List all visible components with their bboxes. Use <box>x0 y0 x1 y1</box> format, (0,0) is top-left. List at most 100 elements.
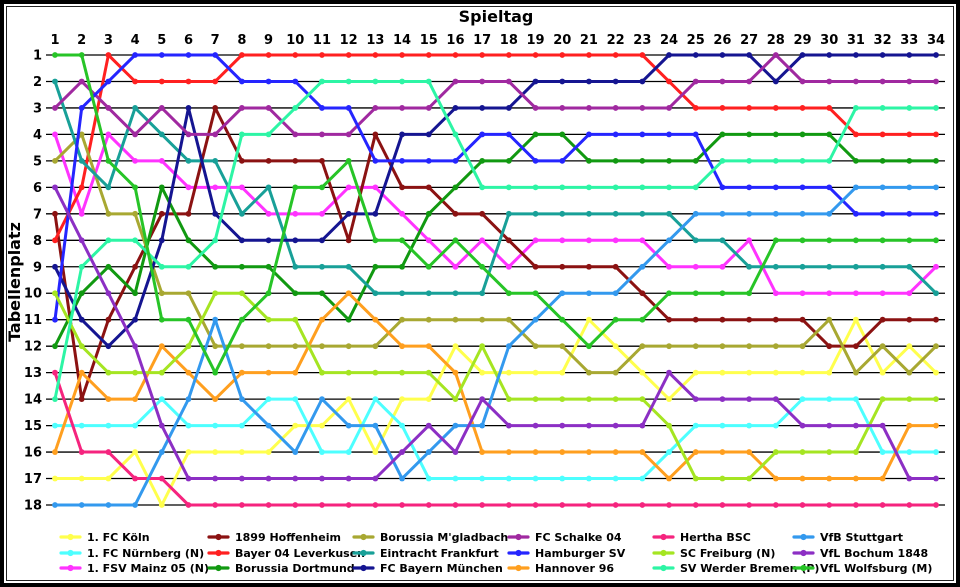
x-tick-label: 4 <box>131 33 140 48</box>
x-tick-label: 11 <box>313 33 331 48</box>
legend-item: FC Bayern München <box>352 562 503 575</box>
x-tick-label: 12 <box>340 33 358 48</box>
series-line <box>52 52 939 350</box>
series-line <box>52 52 939 323</box>
legend-item: Borussia M'gladbach <box>352 531 508 544</box>
legend-item: 1. FC Köln <box>59 531 150 544</box>
series-lines <box>52 52 939 508</box>
x-tick-label: 26 <box>713 33 731 48</box>
legend-item: Eintracht Frankfurt <box>352 547 499 560</box>
legend-item: VfL Bochum 1848 <box>792 547 928 560</box>
y-tick-label: 15 <box>24 419 42 434</box>
x-tick-label: 22 <box>607 33 625 48</box>
legend-item: Hertha BSC <box>652 531 751 544</box>
y-tick-label: 10 <box>24 287 42 302</box>
y-axis-title: Tabellenplatz <box>5 222 24 342</box>
series-line <box>52 52 939 244</box>
y-tick-label: 4 <box>33 128 42 143</box>
x-tick-label: 8 <box>237 33 246 48</box>
series-marker-icon <box>352 549 375 557</box>
series-marker-icon <box>59 564 82 572</box>
x-tick-label: 18 <box>500 33 518 48</box>
series-marker-icon <box>207 549 230 557</box>
bump-chart: Spieltag Tabellenplatz 1 2 3 4 5 6 7 8 9 10 11 12 13… <box>5 7 945 575</box>
x-tick-label: 7 <box>211 33 220 48</box>
y-tick-label: 13 <box>24 366 42 381</box>
legend-item: VfL Wolfsburg (M) <box>792 562 932 575</box>
x-tick-label: 29 <box>793 33 811 48</box>
series-marker-icon <box>352 533 375 541</box>
x-tick-label: 13 <box>366 33 384 48</box>
series-marker-icon <box>652 549 675 557</box>
x-tick-label: 27 <box>740 33 758 48</box>
x-tick-label: 34 <box>927 33 945 48</box>
y-tick-label: 14 <box>24 393 42 408</box>
y-tick-label: 1 <box>33 49 42 64</box>
y-tick-label: 17 <box>24 472 42 487</box>
x-tick-label: 3 <box>104 33 113 48</box>
legend-item: Bayer 04 Leverkusen <box>207 547 365 560</box>
series-marker-icon <box>507 533 530 541</box>
series-line <box>52 78 939 403</box>
x-tick-label: 9 <box>264 33 273 48</box>
series-marker-icon <box>792 533 815 541</box>
y-tick-label: 7 <box>33 207 42 222</box>
legend-label: SV Werder Bremen (P) <box>680 562 819 575</box>
series-line <box>52 184 939 508</box>
legend-item: SV Werder Bremen (P) <box>652 562 819 575</box>
series-line <box>52 290 939 482</box>
y-tick-label: 8 <box>33 234 42 249</box>
x-axis-tick-labels: 1 2 3 4 5 6 7 8 9 10 11 12 13 14 15 16 17 18 19 20 21 22 23 24 2… <box>50 33 945 48</box>
legend-label: VfL Bochum 1848 <box>820 547 928 560</box>
x-tick-label: 15 <box>420 33 438 48</box>
series-marker-icon <box>207 564 230 572</box>
y-tick-label: 5 <box>33 154 42 169</box>
legend-label: FC Bayern München <box>380 562 503 575</box>
series-marker-icon <box>352 564 375 572</box>
legend-item: 1. FSV Mainz 05 (N) <box>59 562 209 575</box>
series-line <box>52 52 939 138</box>
series-line <box>52 290 939 482</box>
legend-label: 1. FC Köln <box>87 531 150 544</box>
x-tick-label: 17 <box>473 33 491 48</box>
y-tick-label: 12 <box>24 340 42 355</box>
x-tick-label: 28 <box>767 33 785 48</box>
legend-label: Eintracht Frankfurt <box>380 547 499 560</box>
x-tick-label: 25 <box>687 33 705 48</box>
series-marker-icon <box>59 533 82 541</box>
legend-label: Hamburger SV <box>535 547 626 560</box>
legend-label: FC Schalke 04 <box>535 531 622 544</box>
x-tick-label: 19 <box>526 33 544 48</box>
legend-item: 1899 Hoffenheim <box>207 531 341 544</box>
series-marker-icon <box>507 564 530 572</box>
series-marker-icon <box>207 533 230 541</box>
series-line <box>52 52 939 376</box>
legend-label: Bayer 04 Leverkusen <box>235 547 365 560</box>
series-marker-icon <box>792 564 815 572</box>
x-tick-label: 6 <box>184 33 193 48</box>
legend-label: Borussia M'gladbach <box>380 531 508 544</box>
x-tick-label: 24 <box>660 33 678 48</box>
legend-item: SC Freiburg (N) <box>652 547 775 560</box>
legend-label: Hannover 96 <box>535 562 614 575</box>
y-tick-label: 11 <box>24 313 42 328</box>
x-tick-label: 1 <box>50 33 59 48</box>
x-tick-label: 16 <box>446 33 464 48</box>
legend-item: 1. FC Nürnberg (N) <box>59 547 204 560</box>
y-tick-label: 18 <box>24 499 42 514</box>
legend-item: VfB Stuttgart <box>792 531 903 544</box>
legend-label: 1. FSV Mainz 05 (N) <box>87 562 209 575</box>
y-tick-label: 16 <box>24 446 42 461</box>
y-tick-label: 6 <box>33 181 42 196</box>
x-tick-label: 14 <box>393 33 411 48</box>
series-marker-icon <box>652 533 675 541</box>
legend: 1. FC Köln 1899 Hoffenheim Borussia M'glad… <box>59 531 932 575</box>
legend-label: 1899 Hoffenheim <box>235 531 341 544</box>
x-tick-label: 20 <box>553 33 571 48</box>
x-tick-label: 10 <box>286 33 304 48</box>
legend-label: Borussia Dortmund <box>235 562 355 575</box>
series-marker-icon <box>792 549 815 557</box>
legend-label: Hertha BSC <box>680 531 751 544</box>
legend-label: 1. FC Nürnberg (N) <box>87 547 204 560</box>
